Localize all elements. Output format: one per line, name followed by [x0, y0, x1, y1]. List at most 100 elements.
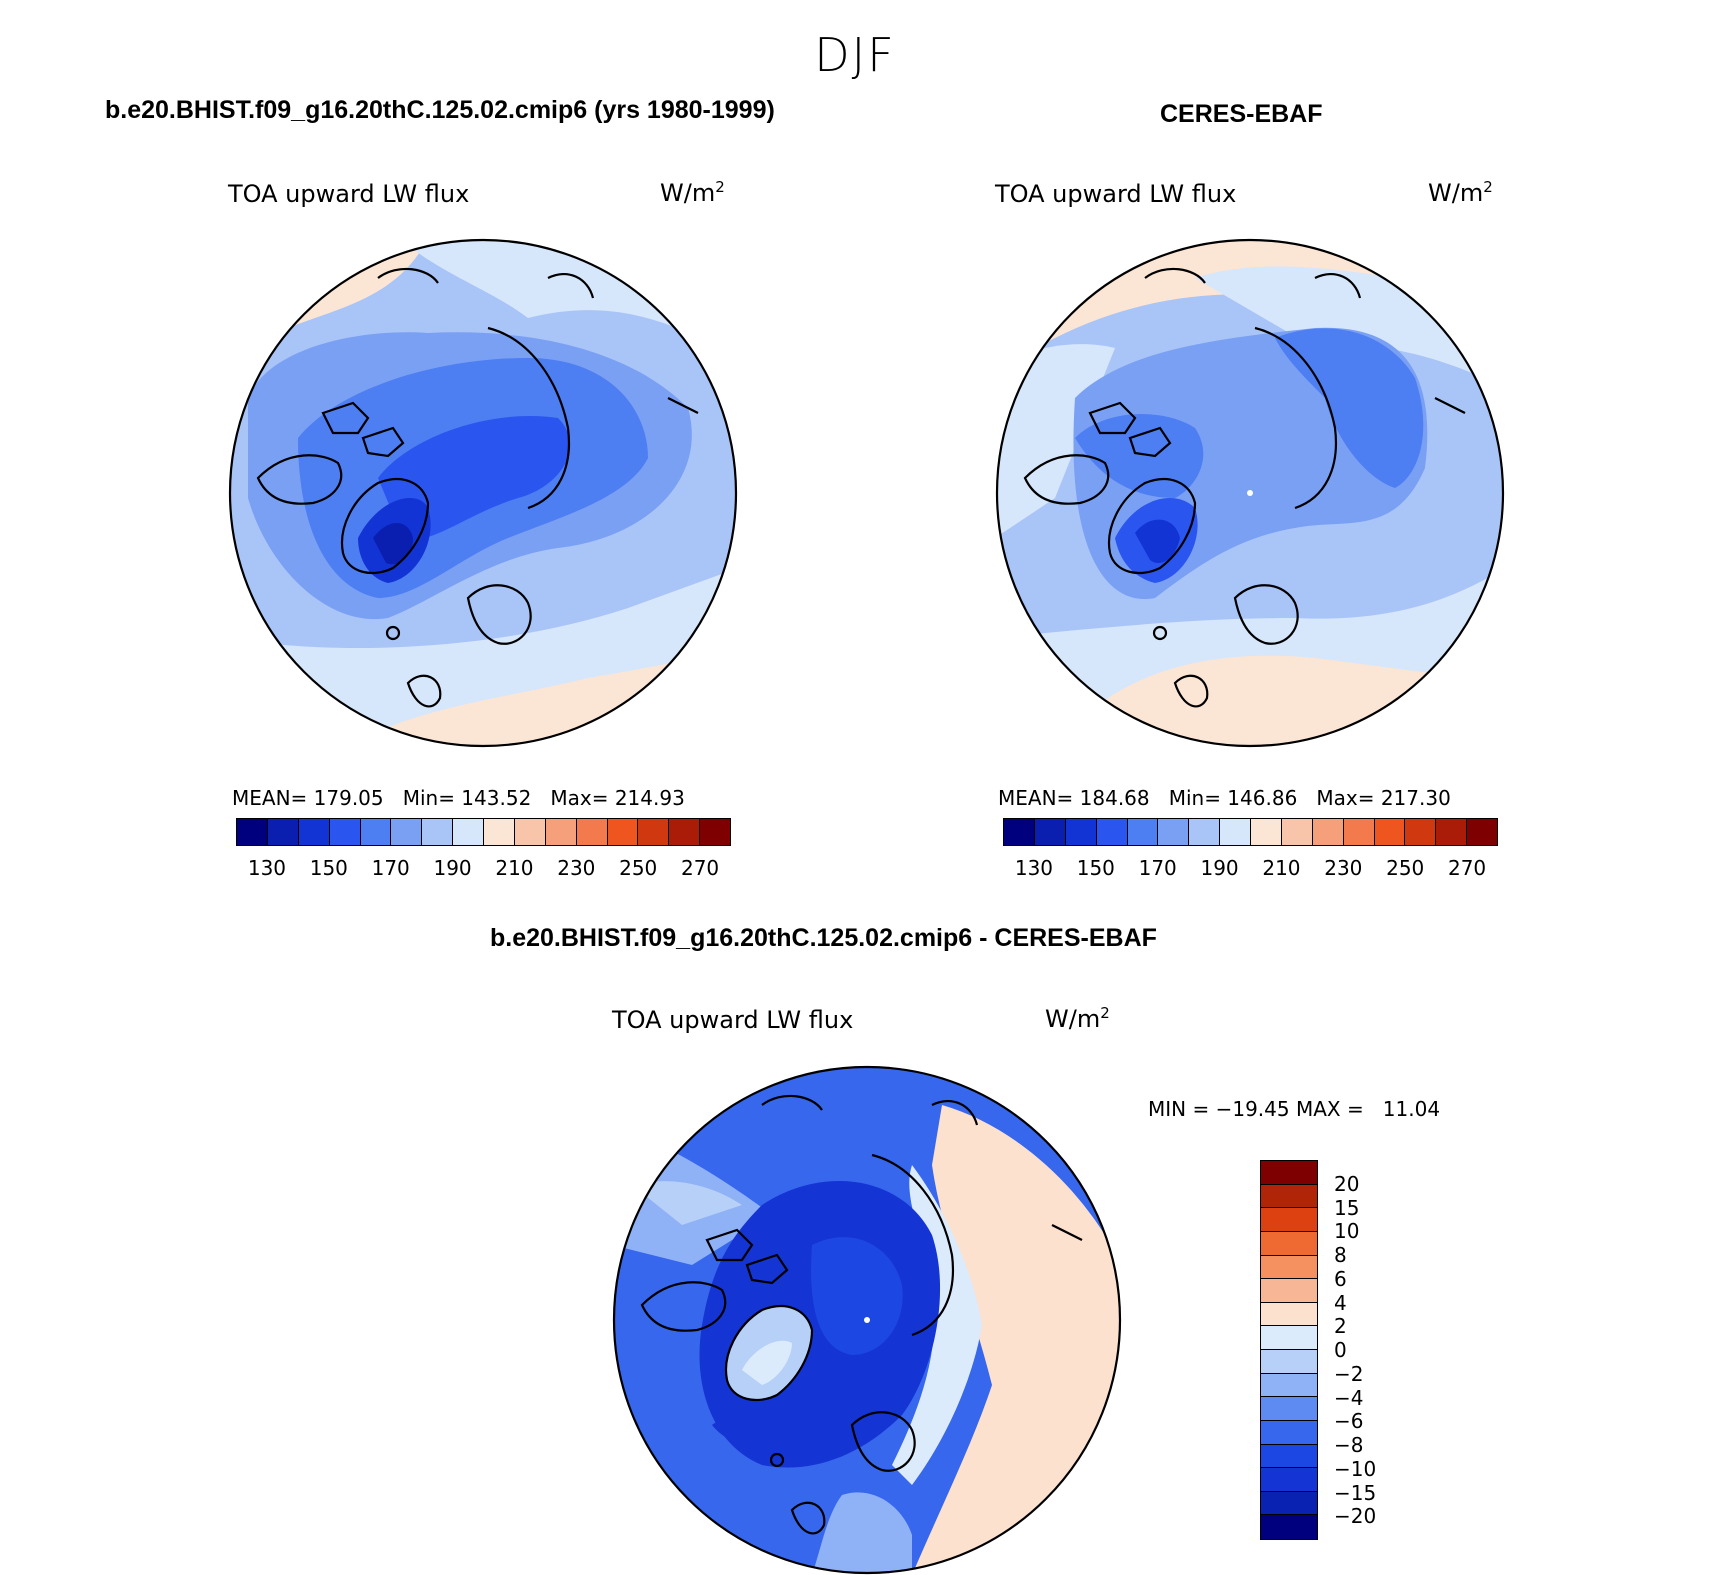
colorbar-tick-label: −15 — [1334, 1480, 1377, 1505]
panel3-colorbar — [1260, 1160, 1318, 1540]
colorbar-tick-label: 170 — [371, 856, 410, 880]
colorbar-swatch — [638, 819, 670, 845]
colorbar-tick-label: 2 — [1334, 1314, 1347, 1339]
colorbar-swatch — [1467, 819, 1497, 845]
colorbar-tick-label: 230 — [557, 856, 596, 880]
colorbar-tick-label: 250 — [1386, 856, 1425, 880]
colorbar-tick-label: 170 — [1138, 856, 1177, 880]
panel3-stats: MIN = −19.45 MAX = 11.04 — [1148, 1097, 1441, 1121]
colorbar-swatch — [422, 819, 454, 845]
colorbar-tick-label: 190 — [1200, 856, 1239, 880]
colorbar-swatch — [545, 819, 577, 845]
colorbar-tick-label: 210 — [495, 856, 534, 880]
colorbar-swatch — [576, 819, 608, 845]
panel2-stats: MEAN= 184.68 Min= 146.86 Max= 217.30 — [998, 786, 1451, 810]
colorbar-swatch — [1261, 1373, 1317, 1398]
colorbar-swatch — [1261, 1184, 1317, 1209]
panel2-polar-map — [995, 238, 1505, 748]
panel1-colorbar-ticks: 130 150 170 190 210 230 250 270 — [236, 856, 731, 880]
colorbar-swatch — [1312, 819, 1344, 845]
colorbar-swatch — [1261, 1279, 1317, 1303]
colorbar-swatch — [1261, 1302, 1317, 1327]
colorbar-swatch — [1158, 819, 1190, 845]
colorbar-tick-label: −20 — [1334, 1504, 1377, 1529]
panel1-variable: TOA upward LW flux — [228, 180, 470, 208]
colorbar-tick-label: 0 — [1334, 1338, 1347, 1362]
colorbar-swatch — [607, 819, 639, 845]
colorbar-tick-label: −4 — [1334, 1385, 1364, 1410]
colorbar-swatch — [1436, 819, 1468, 845]
colorbar-swatch — [1189, 819, 1221, 845]
colorbar-swatch — [1261, 1255, 1317, 1280]
colorbar-swatch — [484, 819, 515, 845]
panel1-title: b.e20.BHIST.f09_g16.20thC.125.02.cmip6 (… — [105, 96, 775, 124]
colorbar-tick-label: 130 — [247, 856, 287, 880]
colorbar-swatch — [1261, 1420, 1317, 1445]
colorbar-tick-label: 250 — [619, 856, 658, 880]
colorbar-tick-label: 8 — [1334, 1243, 1347, 1267]
colorbar-swatch — [1004, 819, 1035, 845]
colorbar-tick-label: −2 — [1334, 1361, 1364, 1386]
colorbar-tick-label: 150 — [1076, 856, 1115, 880]
colorbar-tick-label: 20 — [1334, 1171, 1360, 1196]
colorbar-swatch — [391, 819, 423, 845]
colorbar-swatch — [453, 819, 484, 845]
colorbar-swatch — [669, 819, 701, 845]
colorbar-swatch — [1261, 1397, 1317, 1421]
colorbar-tick-label: 270 — [1447, 856, 1487, 880]
colorbar-swatch — [1374, 819, 1406, 845]
colorbar-swatch — [1405, 819, 1437, 845]
colorbar-tick-label: 270 — [680, 856, 720, 880]
colorbar-swatch — [514, 819, 546, 845]
panel3-polar-map — [612, 1065, 1122, 1575]
colorbar-swatch — [1261, 1161, 1317, 1185]
colorbar-swatch — [1034, 819, 1066, 845]
colorbar-swatch — [329, 819, 361, 845]
panel1-polar-map — [228, 238, 738, 748]
colorbar-swatch — [267, 819, 299, 845]
colorbar-tick-label: 130 — [1014, 856, 1054, 880]
panel1-stats: MEAN= 179.05 Min= 143.52 Max= 214.93 — [232, 786, 685, 810]
panel3-title: b.e20.BHIST.f09_g16.20thC.125.02.cmip6 -… — [490, 924, 1157, 952]
colorbar-tick-label: −8 — [1334, 1433, 1364, 1457]
panel1-units: W/m2 — [660, 178, 725, 207]
panel2-colorbar-ticks: 130 150 170 190 210 230 250 270 — [1003, 856, 1498, 880]
panel3-colorbar-ticks: 20 15 10 8 6 4 2 0 −2 −4 −6 −8 −10 −15 −20 — [1334, 1160, 1404, 1540]
colorbar-swatch — [1220, 819, 1251, 845]
colorbar-swatch — [1281, 819, 1313, 845]
colorbar-tick-label: 190 — [433, 856, 472, 880]
colorbar-swatch — [360, 819, 392, 845]
colorbar-tick-label: 6 — [1334, 1266, 1347, 1291]
colorbar-swatch — [237, 819, 268, 845]
colorbar-tick-label: 10 — [1334, 1219, 1360, 1244]
colorbar-swatch — [1065, 819, 1097, 845]
colorbar-swatch — [700, 819, 730, 845]
panel2-units: W/m2 — [1428, 178, 1493, 207]
panel2-variable: TOA upward LW flux — [995, 180, 1237, 208]
colorbar-tick-label: −10 — [1334, 1456, 1377, 1481]
colorbar-swatch — [1251, 819, 1282, 845]
colorbar-swatch — [1261, 1444, 1317, 1469]
colorbar-swatch — [1343, 819, 1375, 845]
colorbar-tick-label: 4 — [1334, 1290, 1347, 1315]
panel1-colorbar — [236, 818, 731, 846]
colorbar-swatch — [1261, 1231, 1317, 1256]
colorbar-tick-label: 230 — [1324, 856, 1363, 880]
colorbar-tick-label: 15 — [1334, 1195, 1360, 1220]
panel2-colorbar — [1003, 818, 1498, 846]
panel2-title: CERES-EBAF — [1160, 100, 1323, 128]
colorbar-swatch — [1261, 1208, 1317, 1232]
colorbar-swatch — [1261, 1468, 1317, 1492]
colorbar-swatch — [1127, 819, 1159, 845]
colorbar-swatch — [1261, 1491, 1317, 1516]
colorbar-tick-label: 150 — [309, 856, 348, 880]
colorbar-swatch — [298, 819, 330, 845]
season-title: DJF — [814, 28, 896, 82]
colorbar-swatch — [1261, 1515, 1317, 1539]
colorbar-swatch — [1096, 819, 1128, 845]
colorbar-swatch — [1261, 1350, 1317, 1374]
panel3-units: W/m2 — [1045, 1004, 1110, 1033]
colorbar-tick-label: 210 — [1262, 856, 1301, 880]
panel3-variable: TOA upward LW flux — [612, 1006, 854, 1034]
colorbar-swatch — [1261, 1326, 1317, 1350]
